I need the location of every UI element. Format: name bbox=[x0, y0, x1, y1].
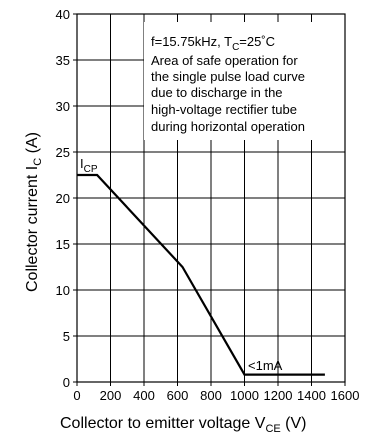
y-tick-label-6: 30 bbox=[56, 99, 70, 114]
y-tick-label-1: 5 bbox=[63, 329, 70, 344]
x-axis-symbol-sub: CE bbox=[265, 423, 280, 435]
x-axis-unit: (V) bbox=[285, 415, 306, 432]
y-axis-symbol: I bbox=[24, 166, 41, 170]
note-line-0: f=15.75kHz, TC=25˚C bbox=[151, 34, 275, 53]
leakage-annotation: <1mA bbox=[248, 358, 283, 373]
plot-frame bbox=[73, 13, 346, 386]
note-line-4: high-voltage rectifier tube bbox=[151, 102, 297, 117]
note-line-0-pre: f=15.75kHz, T bbox=[151, 34, 232, 49]
y-tick-label-7: 35 bbox=[56, 53, 70, 68]
note-text: f=15.75kHz, TC=25˚C Area of safe operati… bbox=[151, 34, 305, 134]
note-box bbox=[144, 22, 345, 140]
note-line-1: Area of safe operation for bbox=[151, 53, 298, 68]
y-tick-label-8: 40 bbox=[56, 7, 70, 22]
note-line-5: during horizontal operation bbox=[151, 119, 305, 134]
y-axis-symbol-sub: C bbox=[32, 158, 44, 166]
x-tick-label-6: 1200 bbox=[264, 388, 293, 403]
x-tick-label-2: 400 bbox=[133, 388, 155, 403]
x-tick-label-4: 800 bbox=[200, 388, 222, 403]
tick-labels: 0 200 400 600 800 1000 1200 1400 1600 0 5 10 15 20 25 3… bbox=[56, 7, 360, 403]
x-tick-label-7: 1400 bbox=[297, 388, 326, 403]
note-line-3: due to discharge in the bbox=[151, 85, 283, 100]
note-line-2: the single pulse load curve bbox=[151, 69, 305, 84]
y-axis-title: Collector current IC (A) bbox=[24, 132, 44, 292]
icp-annotation: ICP bbox=[80, 156, 98, 175]
x-axis-symbol: V bbox=[255, 415, 266, 432]
note-line-0-sub: C bbox=[232, 42, 239, 53]
icp-main: I bbox=[80, 156, 84, 171]
series-line-0 bbox=[77, 173, 325, 376]
note-line-0-post: =25˚C bbox=[239, 34, 275, 49]
y-tick-label-4: 20 bbox=[56, 191, 70, 206]
y-axis-unit: (A) bbox=[24, 132, 41, 153]
y-tick-label-3: 15 bbox=[56, 237, 70, 252]
x-tick-label-8: 1600 bbox=[331, 388, 360, 403]
icp-sub: CP bbox=[84, 164, 98, 175]
y-axis-title-text: Collector current bbox=[24, 174, 41, 292]
y-tick-label-2: 10 bbox=[56, 283, 70, 298]
y-tick-label-5: 25 bbox=[56, 145, 70, 160]
x-tick-label-0: 0 bbox=[73, 388, 80, 403]
x-axis-title-text: Collector to emitter voltage bbox=[60, 415, 250, 432]
x-tick-label-3: 600 bbox=[167, 388, 189, 403]
x-tick-label-1: 200 bbox=[100, 388, 122, 403]
y-tick-label-0: 0 bbox=[63, 375, 70, 390]
x-tick-label-5: 1000 bbox=[230, 388, 259, 403]
series bbox=[77, 173, 325, 376]
x-axis-title: Collector to emitter voltage VCE (V) bbox=[60, 415, 307, 435]
